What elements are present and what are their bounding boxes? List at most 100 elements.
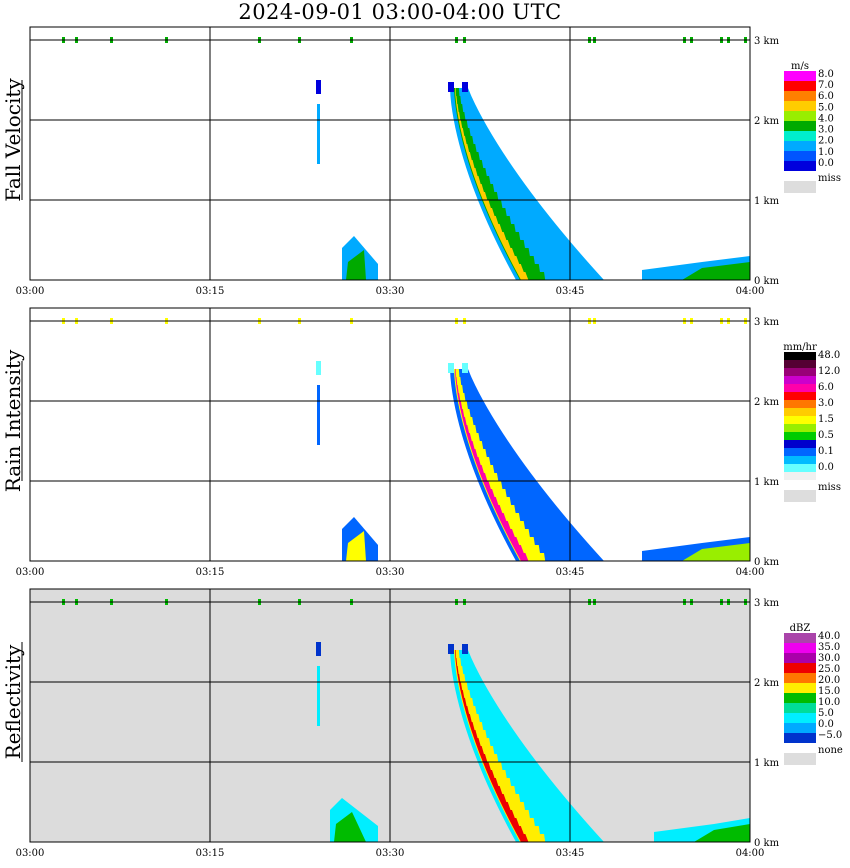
colorbar-label: −5.0 — [818, 730, 842, 741]
colorbar-cell — [784, 384, 816, 392]
streak-peak — [471, 730, 478, 738]
colorbar-cell — [784, 653, 816, 663]
streak-top — [462, 363, 468, 373]
y-axis-label: Rain Intensity — [1, 349, 25, 492]
streak-peak — [455, 88, 457, 96]
y-tick-label: 1 km — [754, 477, 780, 488]
y-axis-label: Fall Velocity — [1, 78, 25, 202]
colorbar-unit: mm/hr — [783, 342, 817, 353]
y-tick-label: 3 km — [754, 317, 780, 328]
plot-frame — [29, 307, 751, 562]
x-tick-label: 04:00 — [736, 567, 765, 578]
streak-peak — [460, 690, 465, 698]
colorbar-label: 5.0 — [818, 708, 834, 719]
x-tick-label: 03:30 — [376, 286, 405, 297]
streak-fringe — [450, 377, 476, 385]
streak-peak — [479, 192, 488, 200]
streak-top — [462, 644, 468, 654]
streak-peak — [512, 264, 524, 272]
colorbar-cell — [784, 360, 816, 368]
streak-peak — [456, 666, 459, 674]
y-tick-label: 2 km — [754, 116, 780, 127]
layer-core — [682, 262, 750, 280]
colorbar-cell — [784, 392, 816, 400]
streak-core — [454, 369, 460, 377]
colorbar-cell — [784, 101, 816, 111]
colorbar-label: 0.0 — [818, 719, 834, 730]
x-tick-label: 03:15 — [196, 567, 225, 578]
streak-peak — [471, 168, 478, 176]
colorbar-label: 30.0 — [818, 653, 840, 664]
colorbar-cell — [784, 643, 816, 653]
streak-peak — [489, 216, 499, 224]
colorbar-label: miss — [818, 173, 841, 184]
streak-peak — [462, 698, 467, 706]
streak-peak — [460, 409, 465, 417]
colorbar-label: 4.0 — [818, 113, 834, 124]
colorbar-label: 12.0 — [818, 366, 840, 377]
colorbar-cell — [784, 733, 816, 743]
streak-peak — [482, 481, 491, 489]
streak-peak — [464, 144, 470, 152]
colorbar-label: 0.5 — [818, 430, 834, 441]
streak-peak — [473, 738, 481, 746]
panel-fall-velocity: 03:00 03:15 03:30 03:45 04:000 km 1 km 2 km 3 k… — [1, 26, 841, 297]
colorbar-cell — [784, 703, 816, 713]
streak-peak — [458, 120, 463, 128]
colorbar-label: miss — [818, 482, 841, 493]
y-axis-label: Reflectivity — [1, 644, 25, 759]
streak-peak — [500, 802, 511, 810]
virga-top — [316, 80, 321, 94]
streak-peak — [486, 489, 495, 497]
colorbar-label: 3.0 — [818, 398, 834, 409]
colorbar-label: 10.0 — [818, 697, 840, 708]
streak-peak — [462, 136, 467, 144]
y-tick-label: 3 km — [754, 36, 780, 47]
colorbar-miss-swatch — [784, 181, 816, 193]
streak-peak — [468, 441, 475, 449]
x-tick-label: 04:00 — [736, 848, 765, 859]
colorbar-cell — [784, 448, 816, 456]
colorbar-cell — [784, 368, 816, 376]
streak-core — [454, 88, 460, 96]
colorbar-unit: m/s — [791, 61, 809, 72]
chart-title: 2024-09-01 03:00-04:00 UTC — [238, 0, 562, 24]
colorbar-cell — [784, 713, 816, 723]
streak-peak — [496, 513, 507, 521]
colorbar-label: 25.0 — [818, 664, 840, 675]
streak-peak — [479, 473, 488, 481]
streak-peak — [457, 112, 461, 120]
streak-peak — [493, 505, 503, 513]
streak-top — [448, 363, 454, 373]
streak-peak — [468, 160, 475, 168]
y-tick-label: 0 km — [754, 276, 780, 287]
colorbar-label: 1.5 — [818, 414, 834, 425]
colorbar-cell — [784, 408, 816, 416]
virga — [317, 104, 320, 164]
streak-peak — [508, 537, 520, 545]
colorbar-label: 15.0 — [818, 686, 840, 697]
streak-peak — [486, 770, 495, 778]
streak-top — [462, 82, 468, 92]
streak-peak — [466, 714, 472, 722]
streak-peak — [476, 184, 484, 192]
streak-peak — [512, 826, 524, 834]
y-tick-label: 3 km — [754, 598, 780, 609]
streak-peak — [500, 240, 511, 248]
streak-peak — [455, 377, 458, 385]
x-tick-label: 03:30 — [376, 567, 405, 578]
streak-peak — [471, 449, 478, 457]
y-tick-label: 2 km — [754, 678, 780, 689]
streak-peak — [456, 385, 459, 393]
colorbar-label: 1.0 — [818, 147, 834, 158]
streak-peak — [493, 224, 503, 232]
streak-peak — [489, 497, 499, 505]
streak-peak — [496, 794, 507, 802]
streak-peak — [512, 545, 524, 553]
cell-core — [334, 812, 366, 842]
streak-peak — [457, 674, 461, 682]
streak-peak — [464, 425, 470, 433]
streak-peak — [504, 248, 515, 256]
streak-core — [454, 377, 462, 385]
